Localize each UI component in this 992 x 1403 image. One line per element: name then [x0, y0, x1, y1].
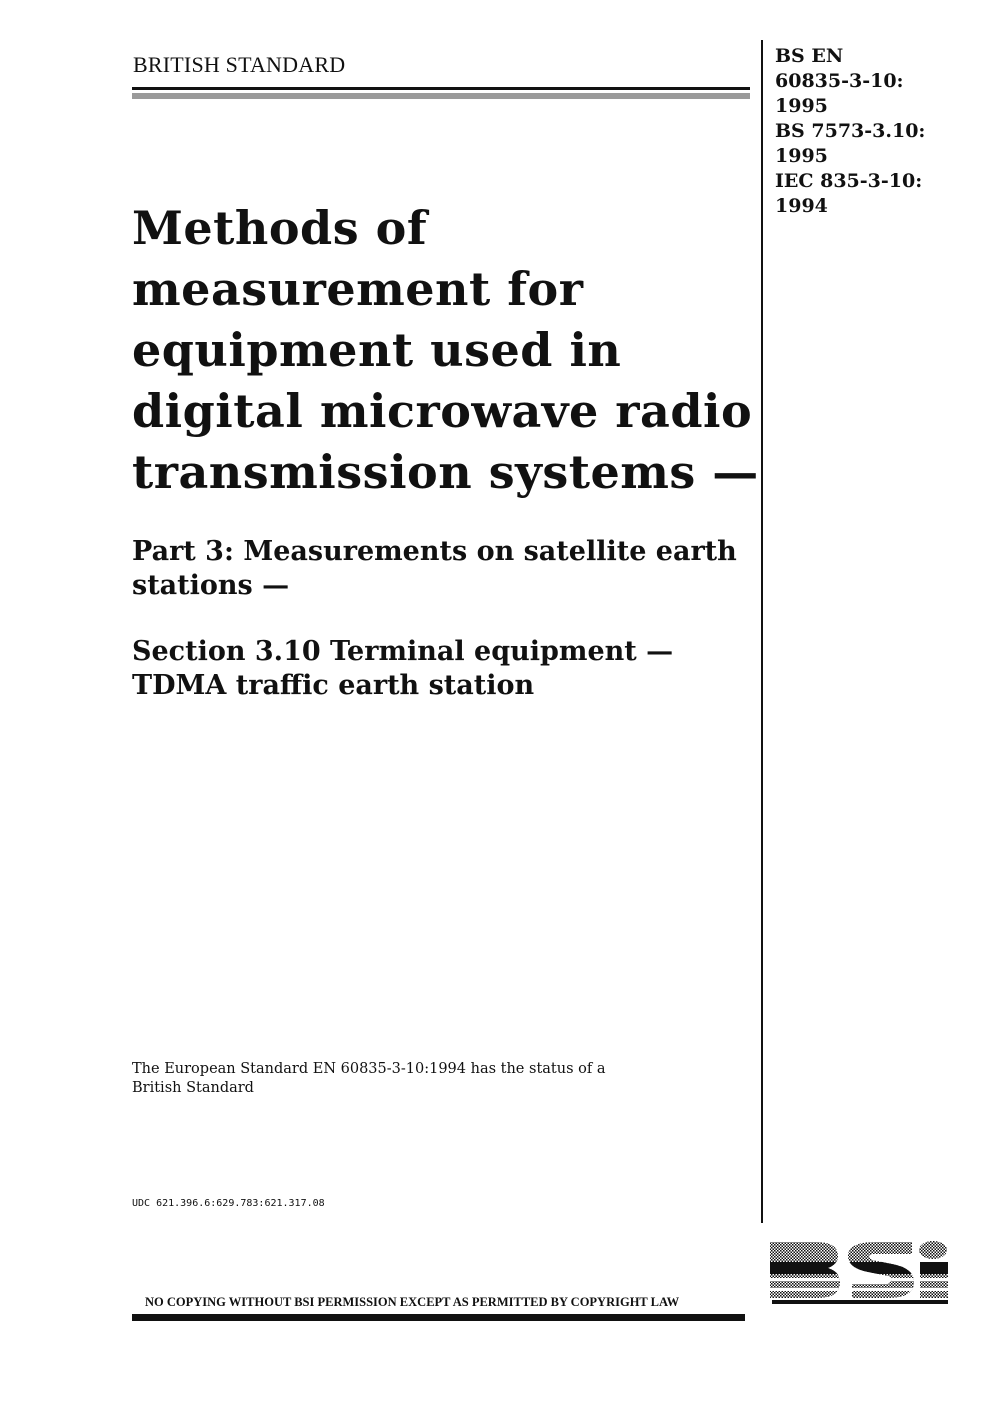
- title-line: digital microwave radio: [132, 384, 753, 438]
- code-line: 60835-3-10:: [775, 70, 904, 92]
- part-line: Part 3: Measurements on satellite earth: [132, 536, 737, 567]
- header-rule-grey: [132, 93, 750, 99]
- code-line: 1995: [775, 145, 828, 167]
- code-line: 1995: [775, 95, 828, 117]
- status-line: The European Standard EN 60835-3-10:1994…: [132, 1061, 606, 1077]
- code-line: 1994: [775, 195, 828, 217]
- document-title: Methods of measurement for equipment use…: [132, 198, 772, 503]
- part-subtitle: Part 3: Measurements on satellite earth …: [132, 535, 772, 603]
- part-line: stations —: [132, 570, 290, 601]
- udc-code: UDC 621.396.6:629.783:621.317.08: [132, 1198, 325, 1209]
- title-line: equipment used in: [132, 323, 622, 377]
- status-note: The European Standard EN 60835-3-10:1994…: [132, 1060, 652, 1098]
- section-line: TDMA traffic earth station: [132, 670, 535, 701]
- bsi-logo-graphic: [770, 1241, 948, 1304]
- document-type-label: BRITISH STANDARD: [133, 52, 346, 77]
- code-line: BS EN: [775, 45, 844, 67]
- header-rule-black: [132, 87, 750, 90]
- title-line: transmission systems —: [132, 445, 759, 499]
- section-line: Section 3.10 Terminal equipment —: [132, 636, 674, 667]
- bsi-logo: [768, 1238, 948, 1308]
- code-line: BS 7573-3.10:: [775, 120, 926, 142]
- status-line: British Standard: [132, 1080, 254, 1096]
- vertical-divider: [761, 40, 763, 1223]
- code-line: IEC 835-3-10:: [775, 170, 923, 192]
- standard-codes: BS EN 60835-3-10: 1995 BS 7573-3.10: 199…: [775, 44, 925, 219]
- footer-rule: [132, 1314, 745, 1321]
- copyright-notice: NO COPYING WITHOUT BSI PERMISSION EXCEPT…: [145, 1295, 680, 1309]
- title-line: measurement for: [132, 262, 584, 316]
- section-subtitle: Section 3.10 Terminal equipment — TDMA t…: [132, 635, 772, 703]
- title-line: Methods of: [132, 201, 428, 255]
